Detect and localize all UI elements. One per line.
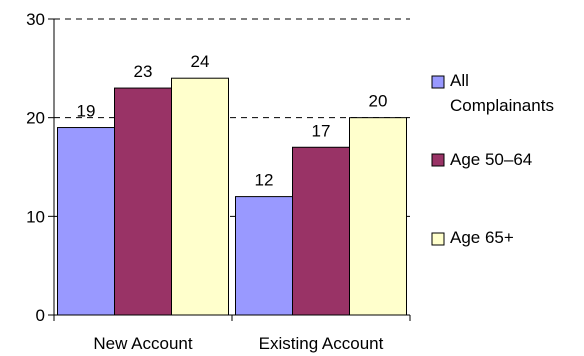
legend-label: All Complainants [450,71,554,115]
legend-label-line: Age 65+ [450,228,514,247]
legend: All Complainants Age 50–64 Age 65+ [431,71,554,247]
bar [292,146,350,316]
bar [114,87,172,316]
bar [235,196,293,316]
x-category-label: New Account [93,334,192,353]
legend-label-line: Complainants [450,96,554,115]
y-tick-label: 0 [36,306,45,325]
data-label: 23 [134,62,153,81]
x-category-label: Existing Account [259,334,384,353]
legend-item: All Complainants [431,71,554,115]
y-tick-label: 10 [26,207,45,226]
data-label: 24 [191,52,210,71]
data-label: 19 [77,102,96,121]
data-labels: 19 23 24 12 17 20 [77,52,388,189]
bar [171,77,229,316]
bar [349,117,407,316]
legend-label-line: Age 50–64 [450,150,532,169]
x-axis-categories: New Account Existing Account [93,334,383,353]
y-tick-label: 30 [26,10,45,29]
legend-swatch [431,153,445,167]
legend-label: Age 50–64 [450,150,532,169]
y-axis-ticks: 0 10 20 30 [26,10,54,325]
legend-item: Age 50–64 [431,150,532,169]
axes [53,19,411,321]
data-label: 20 [369,92,388,111]
data-label: 12 [255,171,274,190]
y-tick-label: 20 [26,109,45,128]
legend-item: Age 65+ [431,228,514,247]
legend-label: Age 65+ [450,228,514,247]
legend-label-line: All [450,71,469,90]
data-label: 17 [312,121,331,140]
legend-swatch [431,75,445,89]
bars [57,77,407,316]
bar [57,127,115,316]
legend-swatch [431,232,445,246]
